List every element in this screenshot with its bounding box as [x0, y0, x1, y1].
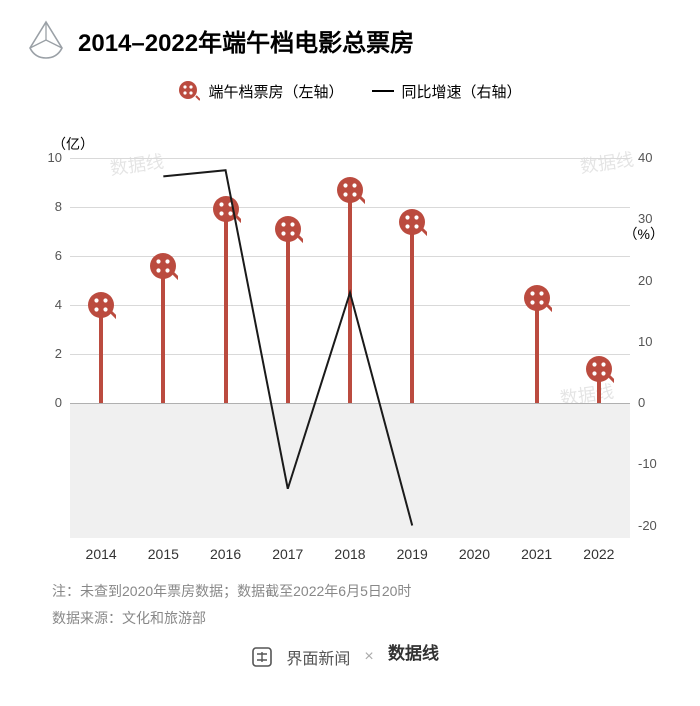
footer-x: × [364, 648, 373, 666]
ytick-right: 30 [638, 211, 668, 226]
ytick-left: 4 [32, 297, 62, 312]
ytick-right: -20 [638, 518, 668, 533]
footer-sub: 数据线 [388, 642, 448, 671]
ytick-right: 10 [638, 334, 668, 349]
brand-icon [252, 647, 272, 667]
note-line-2: 数据来源：文化和旅游部 [52, 605, 648, 632]
legend-label-growth: 同比增速（右轴） [402, 81, 522, 102]
datawire-logo-icon: 数据线 [388, 642, 448, 666]
legend-item-growth: 同比增速（右轴） [372, 81, 522, 102]
chart-title: 2014–2022年端午档电影总票房 [78, 23, 414, 58]
chart-footer: 界面新闻 × 数据线 [0, 636, 700, 681]
zongzi-icon [24, 18, 68, 62]
chart-notes: 注：未查到2020年票房数据；数据截至2022年6月5日20时 数据来源：文化和… [0, 574, 700, 635]
chart-plot-area: 0246810-20-10010203040201420152016201720… [70, 158, 630, 538]
line-marker-icon [372, 90, 394, 92]
ytick-left: 0 [32, 395, 62, 410]
ytick-left: 8 [32, 199, 62, 214]
growth-line [70, 158, 630, 578]
ytick-left: 2 [32, 346, 62, 361]
ytick-left: 10 [32, 150, 62, 165]
ytick-left: 6 [32, 248, 62, 263]
chart-legend: 端午档票房（左轴） 同比增速（右轴） [0, 72, 700, 104]
svg-text:数据线: 数据线 [388, 643, 439, 663]
ytick-right: 40 [638, 150, 668, 165]
footer-brand: 界面新闻 [286, 645, 350, 669]
legend-label-box-office: 端午档票房（左轴） [208, 81, 343, 102]
ytick-right: 0 [638, 395, 668, 410]
ytick-right: -10 [638, 456, 668, 471]
chart-header: 2014–2022年端午档电影总票房 [0, 0, 700, 72]
legend-item-box-office: 端午档票房（左轴） [178, 80, 343, 102]
ytick-right: 20 [638, 273, 668, 288]
lollipop-marker-icon [178, 80, 200, 102]
note-line-1: 注：未查到2020年票房数据；数据截至2022年6月5日20时 [52, 578, 648, 605]
